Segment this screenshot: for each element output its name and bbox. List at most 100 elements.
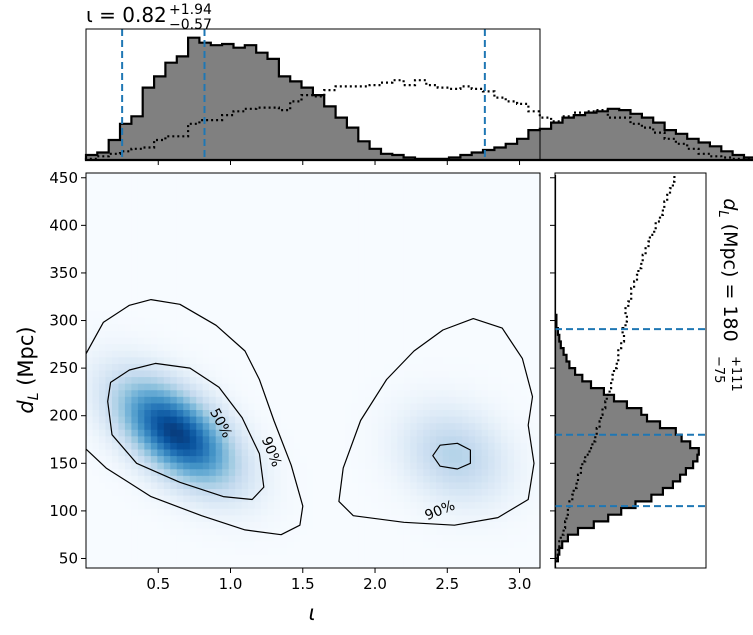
heatmap-cell	[514, 541, 522, 549]
heatmap-cell	[332, 271, 340, 279]
heatmap-cell	[377, 331, 385, 339]
heatmap-cell	[481, 429, 489, 437]
heatmap-cell	[131, 337, 139, 345]
heatmap-cell	[170, 245, 178, 253]
heatmap-cell	[527, 173, 535, 181]
heatmap-cell	[332, 462, 340, 470]
heatmap-cell	[280, 357, 288, 365]
heatmap-cell	[235, 344, 243, 352]
heatmap-cell	[144, 442, 152, 451]
heatmap-cell	[358, 403, 366, 411]
heatmap-cell	[241, 304, 249, 312]
heatmap-cell	[527, 232, 535, 240]
heatmap-cell	[455, 449, 463, 457]
heatmap-cell	[215, 561, 223, 568]
heatmap-cell	[410, 436, 418, 444]
heatmap-cell	[351, 515, 359, 523]
heatmap-cell	[436, 337, 444, 345]
heatmap-cell	[313, 179, 321, 187]
heatmap-cell	[111, 442, 120, 451]
heatmap-cell	[442, 179, 450, 187]
heatmap-cell	[520, 535, 528, 543]
heatmap-cell	[98, 396, 107, 405]
heatmap-cell	[92, 442, 100, 451]
heatmap-cell	[358, 377, 366, 385]
heatmap-cell	[222, 396, 230, 405]
heatmap-cell	[351, 469, 359, 477]
heatmap-cell	[189, 344, 197, 352]
heatmap-cell	[494, 469, 502, 477]
heatmap-cell	[287, 311, 295, 319]
heatmap-cell	[462, 350, 470, 358]
heatmap-cell	[170, 390, 178, 398]
heatmap-cell	[86, 317, 94, 326]
heatmap-cell	[131, 508, 139, 516]
heatmap-cell	[189, 561, 197, 568]
heatmap-cell	[390, 521, 398, 530]
heatmap-cell	[228, 271, 236, 279]
heatmap-cell	[92, 429, 100, 437]
heatmap-cell	[449, 383, 457, 391]
heatmap-cell	[416, 173, 424, 181]
heatmap-cell	[442, 429, 450, 437]
heatmap-cell	[189, 271, 197, 279]
heatmap-cell	[423, 548, 431, 556]
heatmap-cell	[403, 528, 411, 536]
heatmap-cell	[319, 396, 327, 405]
heatmap-cell	[475, 370, 483, 378]
heatmap-cell	[313, 489, 321, 497]
heatmap-cell	[313, 390, 321, 398]
heatmap-cell	[377, 462, 385, 470]
heatmap-cell	[274, 278, 282, 286]
heatmap-cell	[488, 219, 496, 227]
heatmap-cell	[455, 548, 463, 556]
heatmap-cell	[371, 469, 379, 477]
heatmap-cell	[442, 410, 450, 418]
heatmap-cell	[364, 324, 372, 332]
heatmap-cell	[306, 535, 314, 543]
heatmap-cell	[416, 541, 424, 549]
heatmap-cell	[507, 403, 515, 411]
heatmap-cell	[351, 205, 359, 214]
heatmap-cell	[332, 390, 340, 398]
heatmap-cell	[358, 502, 366, 510]
heatmap-cell	[261, 337, 269, 345]
heatmap-cell	[313, 252, 321, 260]
heatmap-cell	[345, 541, 353, 549]
heatmap-cell	[377, 278, 385, 286]
heatmap-cell	[416, 508, 424, 516]
heatmap-cell	[397, 469, 405, 477]
heatmap-cell	[364, 502, 372, 510]
heatmap-cell	[481, 331, 489, 339]
heatmap-cell	[98, 436, 107, 444]
heatmap-cell	[403, 541, 411, 549]
heatmap-cell	[313, 357, 321, 365]
heatmap-cell	[274, 396, 282, 405]
heatmap-cell	[462, 548, 470, 556]
heatmap-cell	[248, 324, 256, 332]
heatmap-cell	[267, 475, 275, 484]
heatmap-cell	[150, 502, 158, 510]
heatmap-cell	[325, 475, 334, 484]
heatmap-cell	[105, 344, 113, 352]
heatmap-cell	[455, 298, 463, 306]
heatmap-cell	[202, 271, 210, 279]
heatmap-cell	[92, 245, 100, 253]
heatmap-cell	[384, 442, 392, 451]
heatmap-cell	[241, 258, 249, 266]
heatmap-cell	[462, 291, 470, 299]
heatmap-cell	[533, 363, 540, 372]
heatmap-cell	[287, 291, 295, 299]
heatmap-cell	[157, 238, 165, 247]
heatmap-cell	[455, 173, 463, 181]
heatmap-cell	[222, 271, 230, 279]
heatmap-cell	[144, 344, 152, 352]
heatmap-cell	[507, 245, 515, 253]
heatmap-cell	[501, 219, 509, 227]
heatmap-cell	[501, 515, 509, 523]
heatmap-cell	[442, 423, 450, 431]
heatmap-cell	[202, 284, 210, 293]
heatmap-cell	[293, 212, 301, 220]
heatmap-cell	[280, 449, 288, 457]
heatmap-cell	[481, 357, 489, 365]
